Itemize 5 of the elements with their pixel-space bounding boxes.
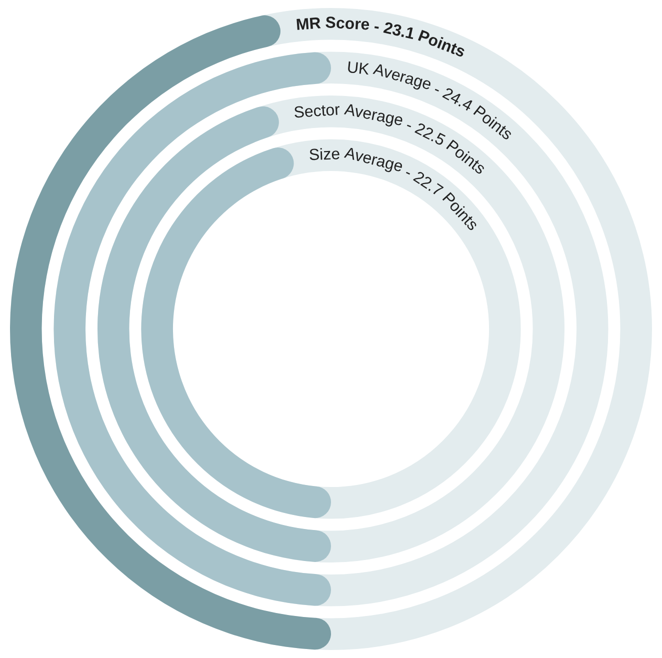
category-label: Size Average -	[308, 144, 414, 182]
category-label: Sector Average -	[293, 101, 415, 135]
category-label: UK Average -	[346, 59, 443, 99]
category-label: MR Score -	[295, 14, 381, 36]
data-label: 23.1 Points	[382, 20, 468, 62]
